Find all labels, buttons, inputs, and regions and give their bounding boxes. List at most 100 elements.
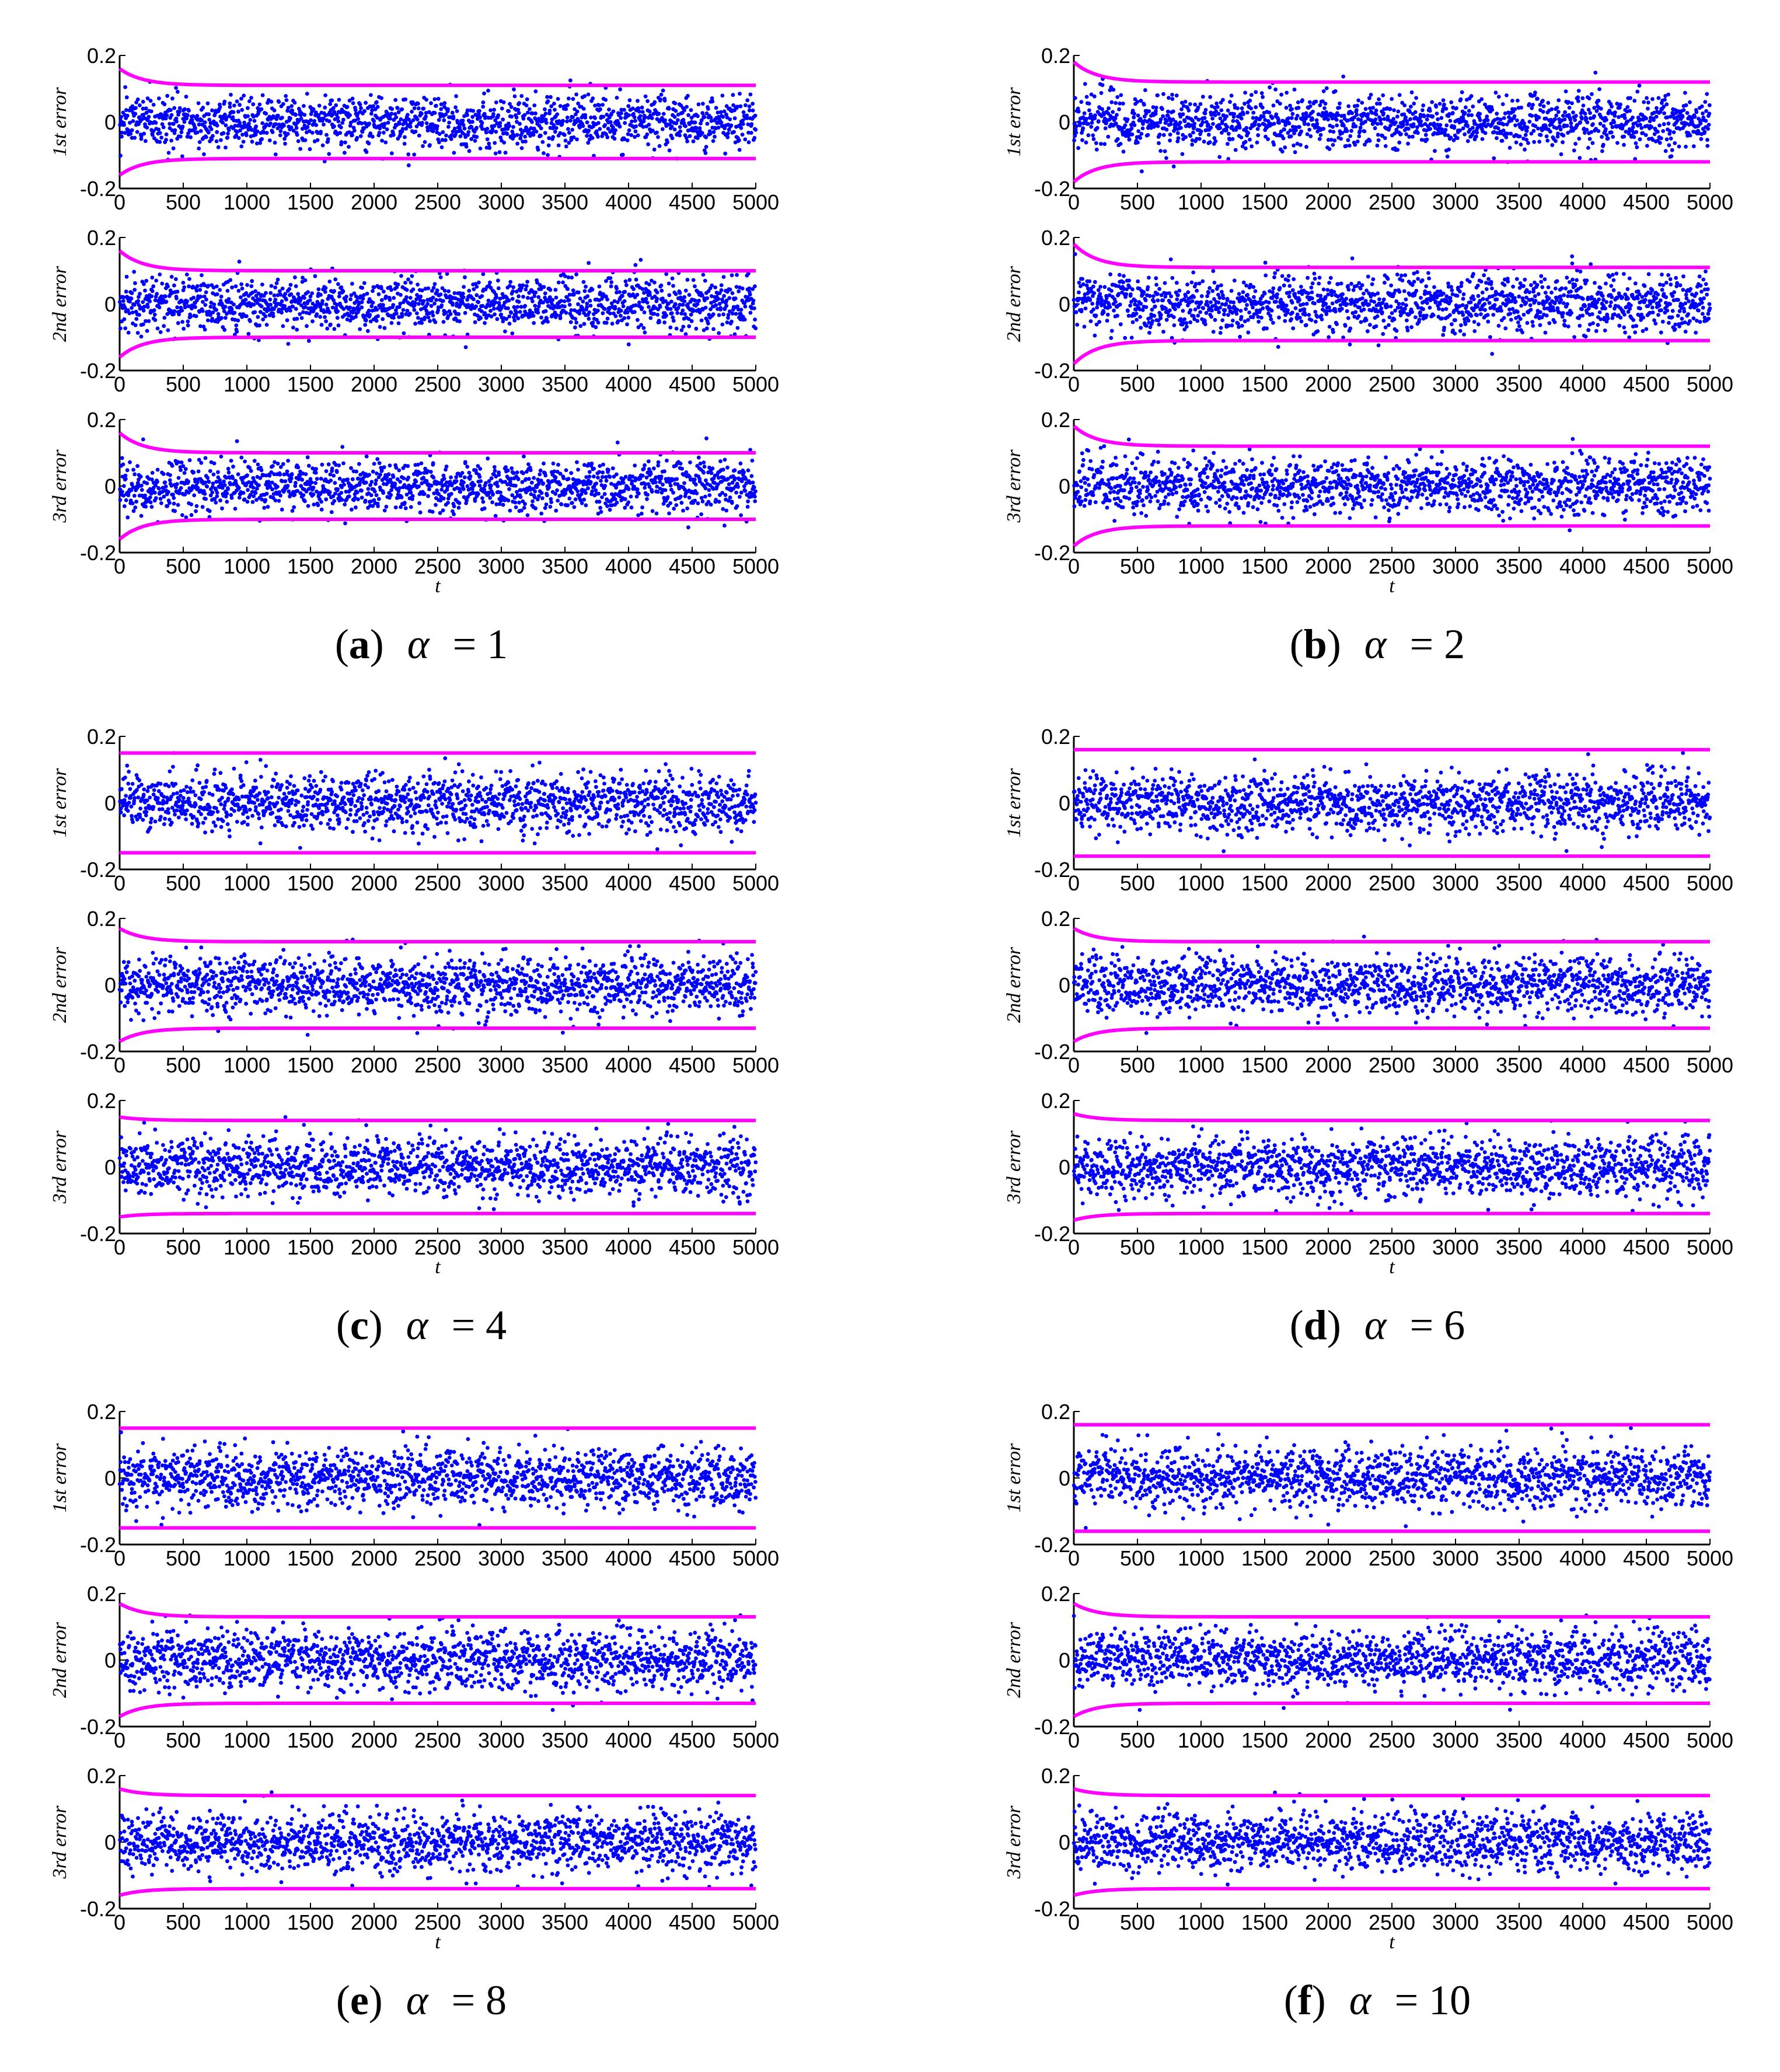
error-point [444, 112, 448, 117]
error-point [436, 96, 441, 101]
error-point [280, 116, 284, 120]
error-point [480, 496, 484, 501]
error-point [175, 289, 180, 294]
error-point [406, 277, 410, 282]
error-point [687, 134, 692, 138]
error-point [542, 285, 546, 289]
error-point [308, 147, 312, 151]
error-point [711, 139, 716, 144]
error-point [311, 107, 316, 111]
error-point [210, 490, 215, 495]
error-point [532, 294, 537, 298]
error-point [230, 285, 234, 289]
error-point [201, 300, 205, 304]
error-point [205, 101, 210, 106]
error-point [509, 310, 514, 315]
error-point [324, 319, 328, 323]
error-point [360, 305, 364, 310]
error-point [738, 104, 743, 109]
error-point [309, 118, 313, 123]
error-point [1193, 102, 1198, 107]
error-point [277, 308, 281, 312]
error-point [222, 99, 227, 104]
error-point [205, 318, 210, 323]
error-point [428, 470, 433, 474]
error-point [431, 461, 435, 466]
error-point [1178, 120, 1182, 125]
error-point [1219, 108, 1224, 113]
error-point [135, 130, 139, 134]
error-point [570, 501, 574, 505]
error-point [290, 509, 295, 513]
error-point [361, 296, 365, 301]
error-point [382, 130, 386, 135]
error-point [401, 308, 406, 312]
error-point [379, 96, 383, 100]
error-point [376, 292, 381, 296]
error-point [358, 327, 362, 331]
error-point [1157, 141, 1161, 145]
error-point [348, 120, 353, 125]
error-point [199, 460, 204, 465]
error-point [1180, 152, 1185, 156]
error-point [122, 317, 127, 322]
error-point [398, 480, 403, 484]
error-point [523, 303, 528, 308]
error-point [605, 504, 609, 508]
error-point [203, 120, 207, 125]
x-tick-label: 4500 [669, 372, 716, 396]
error-point [539, 491, 544, 495]
error-point [556, 280, 561, 285]
error-point [260, 137, 264, 141]
error-point [672, 127, 677, 132]
error-point [694, 326, 699, 331]
error-point [492, 107, 496, 112]
error-point [228, 278, 233, 282]
error-point [581, 279, 586, 284]
error-point [222, 483, 227, 487]
error-point [626, 500, 631, 505]
error-point [666, 281, 671, 286]
error-point [634, 124, 638, 128]
error-point [673, 302, 678, 306]
error-point [205, 484, 210, 489]
error-point [564, 468, 568, 473]
error-point [385, 127, 389, 132]
error-point [462, 126, 467, 131]
error-point [571, 292, 576, 297]
error-point [189, 502, 194, 506]
caption-alpha-value: 1 [487, 621, 508, 668]
error-point [120, 490, 124, 494]
error-point [389, 111, 394, 116]
error-point [596, 476, 600, 480]
error-point [393, 112, 397, 116]
error-point [724, 508, 729, 513]
error-point [1200, 120, 1205, 124]
error-point [186, 479, 191, 484]
error-point [369, 93, 373, 97]
panel-caption: (a) α = 1 [335, 621, 508, 668]
error-point [547, 109, 552, 113]
error-point [218, 288, 222, 292]
error-point [740, 286, 745, 291]
error-point [563, 132, 567, 137]
error-point [533, 303, 538, 308]
error-point [1202, 116, 1207, 120]
error-point [652, 312, 657, 316]
error-point [205, 476, 210, 480]
error-point [434, 503, 438, 507]
error-point [586, 92, 591, 97]
error-point [693, 298, 697, 303]
error-point [441, 299, 445, 303]
error-point [229, 307, 234, 312]
error-point [581, 299, 585, 304]
x-tick-label: 3500 [1496, 190, 1542, 214]
error-point [1082, 111, 1087, 116]
error-point [306, 504, 310, 508]
error-point [566, 275, 571, 279]
error-point [688, 460, 692, 464]
error-point [424, 114, 428, 119]
error-point [226, 487, 230, 491]
error-point [340, 498, 344, 502]
error-point [753, 317, 757, 322]
